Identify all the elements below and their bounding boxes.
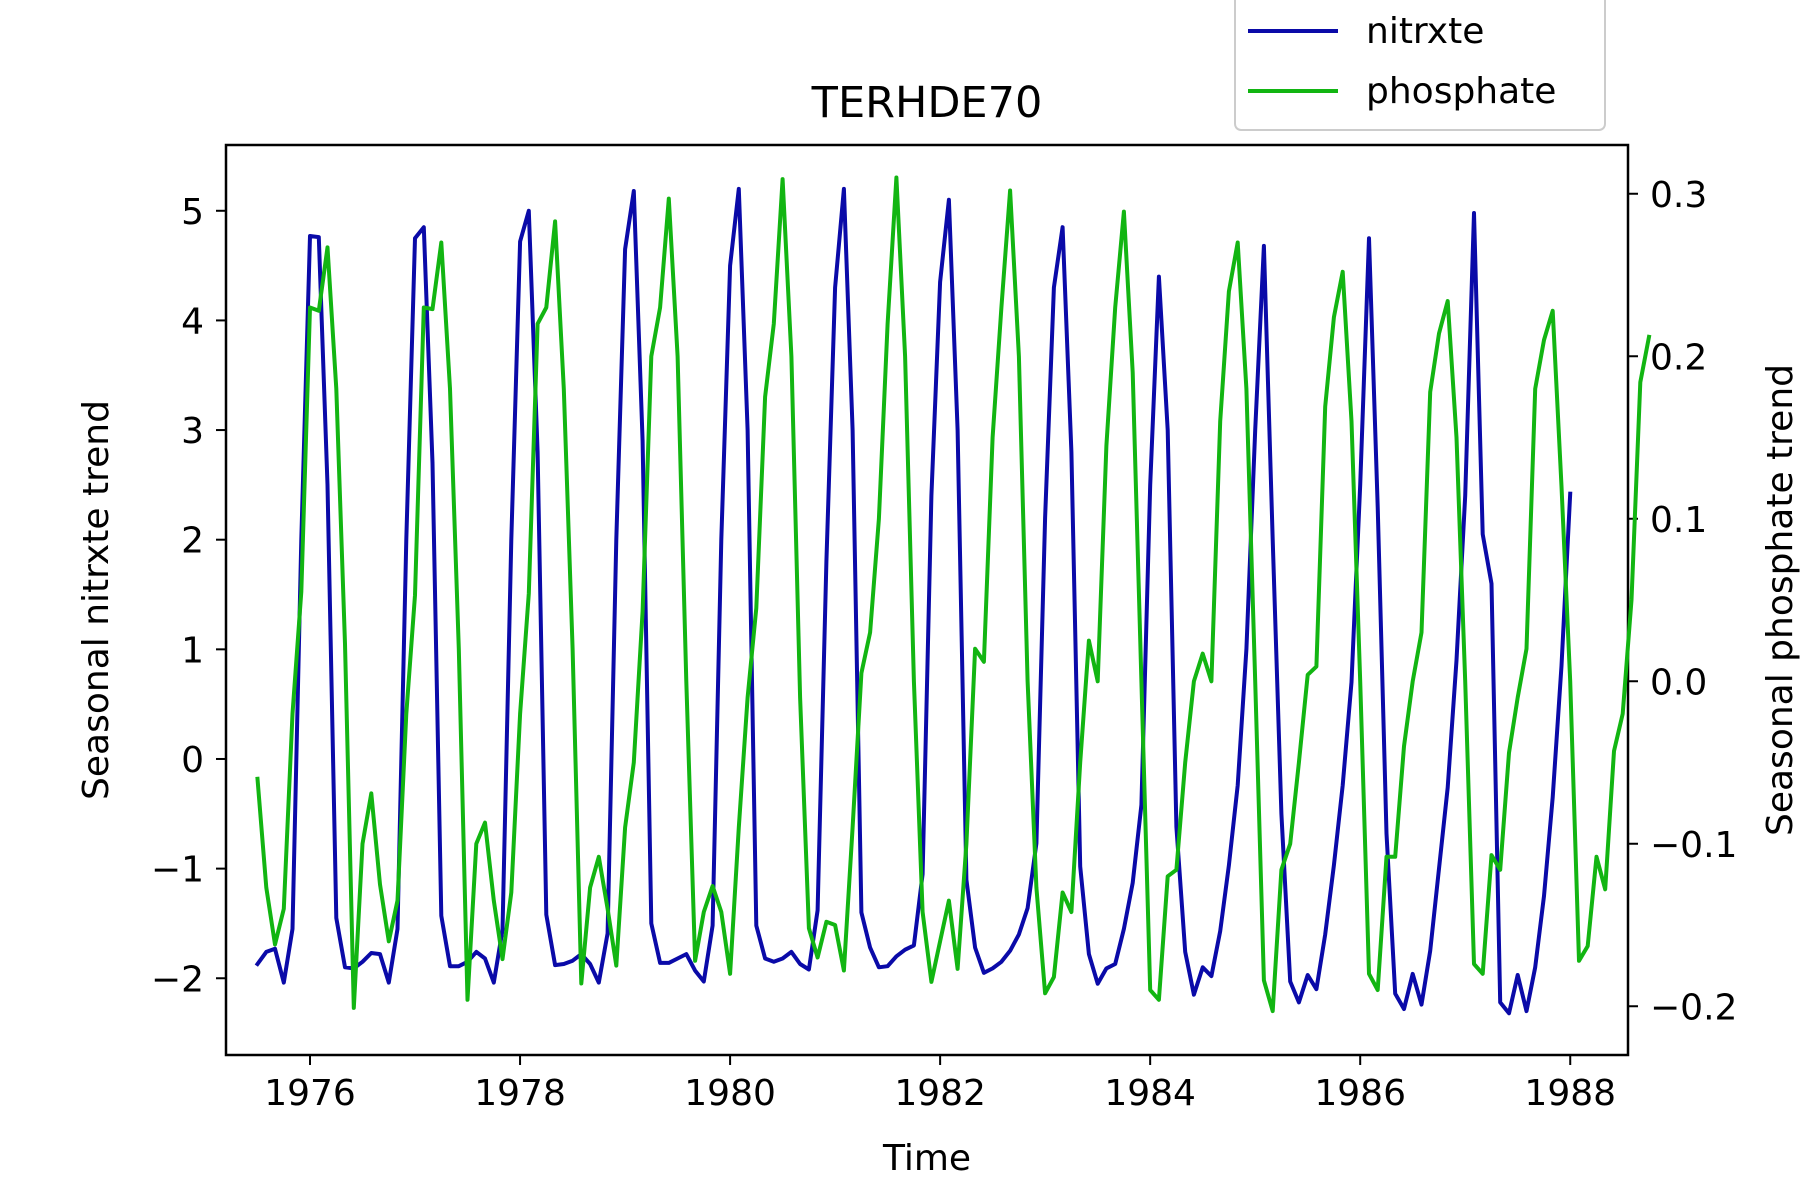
x-tick-label: 1988 xyxy=(1524,1073,1616,1114)
y-left-tick-label: 3 xyxy=(181,411,204,452)
y-left-axis-ticks: −2 −1 0 1 2 3 4 5 xyxy=(151,192,226,1000)
y-right-tick-label: 0.2 xyxy=(1650,337,1707,378)
y-right-axis-ticks: −0.2 −0.1 0.0 0.1 0.2 0.3 xyxy=(1628,175,1737,1028)
series-lines xyxy=(254,175,1652,1016)
y-left-tick-label: 5 xyxy=(181,192,204,233)
x-tick-label: 1978 xyxy=(474,1073,566,1114)
series-line-nitrxte xyxy=(254,186,1573,1016)
y-left-tick-label: −1 xyxy=(151,850,204,891)
y-right-tick-label: −0.2 xyxy=(1650,987,1737,1028)
chart-title: TERHDE70 xyxy=(811,78,1043,128)
legend-label-phosphate: phosphate xyxy=(1366,71,1556,112)
legend: nitrxte phosphate xyxy=(1234,0,1606,131)
x-tick-label: 1986 xyxy=(1314,1073,1406,1114)
x-axis-ticks: 1976 1978 1980 1982 1984 1986 1988 xyxy=(264,1055,1616,1114)
y-right-tick-label: 0.0 xyxy=(1650,662,1707,703)
legend-label-nitrxte: nitrxte xyxy=(1366,11,1484,52)
y-left-tick-label: 0 xyxy=(181,740,204,781)
y-right-tick-label: 0.3 xyxy=(1650,175,1707,216)
y-right-axis-title: Seasonal phosphate trend xyxy=(1760,364,1800,836)
x-tick-label: 1980 xyxy=(684,1073,776,1114)
y-left-axis-title: Seasonal nitrxte trend xyxy=(76,400,117,800)
y-left-tick-label: 4 xyxy=(181,301,204,342)
x-tick-label: 1984 xyxy=(1104,1073,1196,1114)
y-left-tick-label: 2 xyxy=(181,521,204,562)
y-left-tick-label: −2 xyxy=(151,959,204,1000)
x-tick-label: 1982 xyxy=(894,1073,986,1114)
y-left-tick-label: 1 xyxy=(181,630,204,671)
plot-area xyxy=(224,143,1630,1057)
y-right-tick-label: −0.1 xyxy=(1650,825,1737,866)
x-axis-title: Time xyxy=(882,1138,971,1179)
series-line-phosphate xyxy=(255,175,1652,1014)
x-tick-label: 1976 xyxy=(264,1073,356,1114)
y-right-tick-label: 0.1 xyxy=(1650,500,1707,541)
